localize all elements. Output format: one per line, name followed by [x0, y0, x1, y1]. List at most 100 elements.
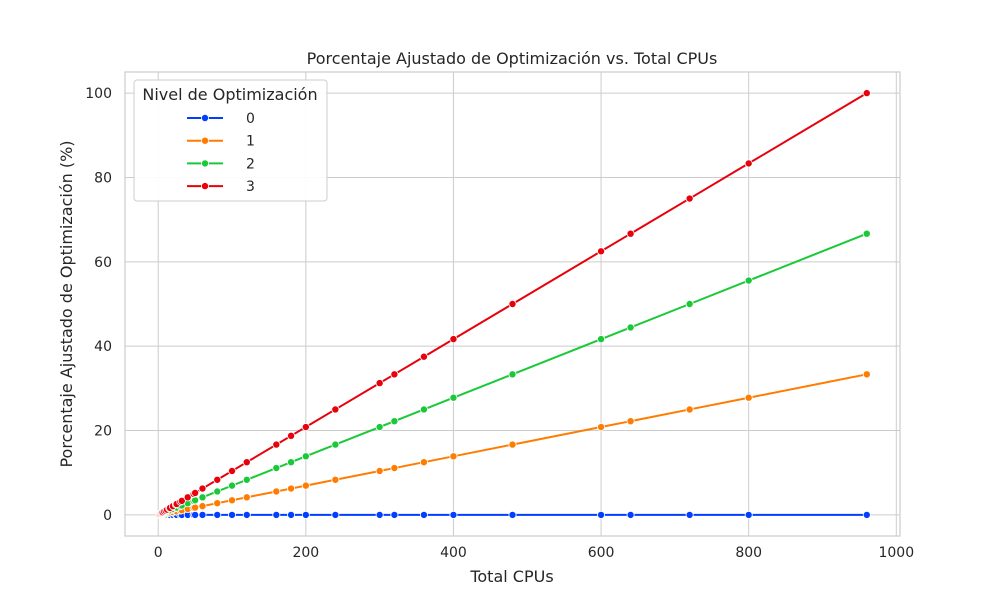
x-tick-label: 800	[735, 545, 762, 561]
data-point	[242, 493, 251, 502]
series-1	[154, 370, 871, 519]
data-point	[287, 510, 296, 519]
data-point	[375, 379, 384, 388]
data-point	[228, 481, 237, 490]
y-tick-labels: 0 20 40 60 80 100	[85, 86, 112, 524]
legend-label: 2	[246, 156, 255, 172]
x-tick-label: 400	[440, 545, 467, 561]
y-tick-label: 60	[94, 255, 112, 271]
data-point	[301, 423, 310, 432]
legend-marker	[200, 136, 209, 145]
plot-frame	[124, 71, 901, 537]
data-point	[331, 475, 340, 484]
data-point	[685, 299, 694, 308]
legend-marker	[200, 159, 209, 168]
data-point	[685, 405, 694, 414]
legend-marker	[200, 114, 209, 123]
data-point	[419, 352, 428, 361]
data-point	[862, 510, 871, 519]
data-point	[272, 487, 281, 496]
data-point	[272, 464, 281, 473]
data-point	[862, 89, 871, 98]
data-point	[390, 464, 399, 473]
data-point	[301, 452, 310, 461]
legend-item: 2	[187, 156, 255, 172]
data-point	[331, 405, 340, 414]
data-point	[198, 484, 207, 493]
data-point	[198, 502, 207, 511]
data-point	[597, 247, 606, 256]
data-point	[213, 475, 222, 484]
y-axis-label: Porcentaje Ajustado de Optimización (%)	[57, 140, 76, 467]
legend-label: 3	[246, 179, 255, 195]
legend-box	[133, 79, 328, 202]
data-point	[508, 370, 517, 379]
data-point	[626, 417, 635, 426]
legend-items: 0 1 2 3	[187, 111, 255, 195]
data-point	[331, 440, 340, 449]
data-point	[228, 496, 237, 505]
data-point	[390, 370, 399, 379]
y-tick-label: 100	[85, 86, 112, 102]
data-point	[744, 393, 753, 402]
data-point	[685, 510, 694, 519]
legend-item: 1	[187, 134, 255, 150]
data-point	[862, 370, 871, 379]
data-point	[419, 405, 428, 414]
data-point	[242, 458, 251, 467]
data-point	[449, 393, 458, 402]
data-point	[597, 510, 606, 519]
data-point	[597, 423, 606, 432]
data-point	[198, 493, 207, 502]
data-point	[242, 475, 251, 484]
data-point	[419, 510, 428, 519]
data-point	[597, 335, 606, 344]
x-tick-label: 600	[588, 545, 615, 561]
data-point	[626, 510, 635, 519]
data-point	[301, 481, 310, 490]
data-point	[626, 229, 635, 238]
data-point	[191, 503, 200, 512]
x-tick-label: 0	[154, 545, 163, 561]
data-point	[375, 423, 384, 432]
data-point	[449, 510, 458, 519]
data-point	[744, 510, 753, 519]
x-tick-label: 200	[292, 545, 319, 561]
x-tick-labels: 0 200 400 600 800 1000	[154, 545, 914, 561]
data-point	[177, 496, 186, 505]
data-point	[213, 499, 222, 508]
data-point	[242, 510, 251, 519]
data-point	[449, 452, 458, 461]
data-point	[626, 323, 635, 332]
data-point	[685, 194, 694, 203]
chart-title: Porcentaje Ajustado de Optimización vs. …	[307, 49, 718, 68]
data-point	[744, 276, 753, 285]
data-point	[508, 510, 517, 519]
data-point	[390, 510, 399, 519]
y-tick-label: 40	[94, 339, 112, 355]
legend-item: 0	[187, 111, 255, 127]
data-point	[419, 458, 428, 467]
data-point	[375, 510, 384, 519]
data-point	[272, 510, 281, 519]
data-point	[228, 466, 237, 475]
series	[154, 89, 871, 519]
legend-item: 3	[187, 179, 255, 195]
data-point	[287, 458, 296, 467]
y-tick-label: 0	[103, 508, 112, 524]
data-point	[228, 510, 237, 519]
data-point	[449, 335, 458, 344]
series-3	[154, 89, 871, 519]
data-point	[287, 431, 296, 440]
legend-marker	[200, 182, 209, 191]
data-point	[508, 440, 517, 449]
data-point	[213, 487, 222, 496]
x-tick-label: 1000	[878, 545, 914, 561]
legend-label: 0	[246, 111, 255, 127]
y-tick-label: 80	[94, 170, 112, 186]
data-point	[301, 510, 310, 519]
data-point	[191, 488, 200, 497]
data-point	[213, 510, 222, 519]
data-point	[390, 417, 399, 426]
